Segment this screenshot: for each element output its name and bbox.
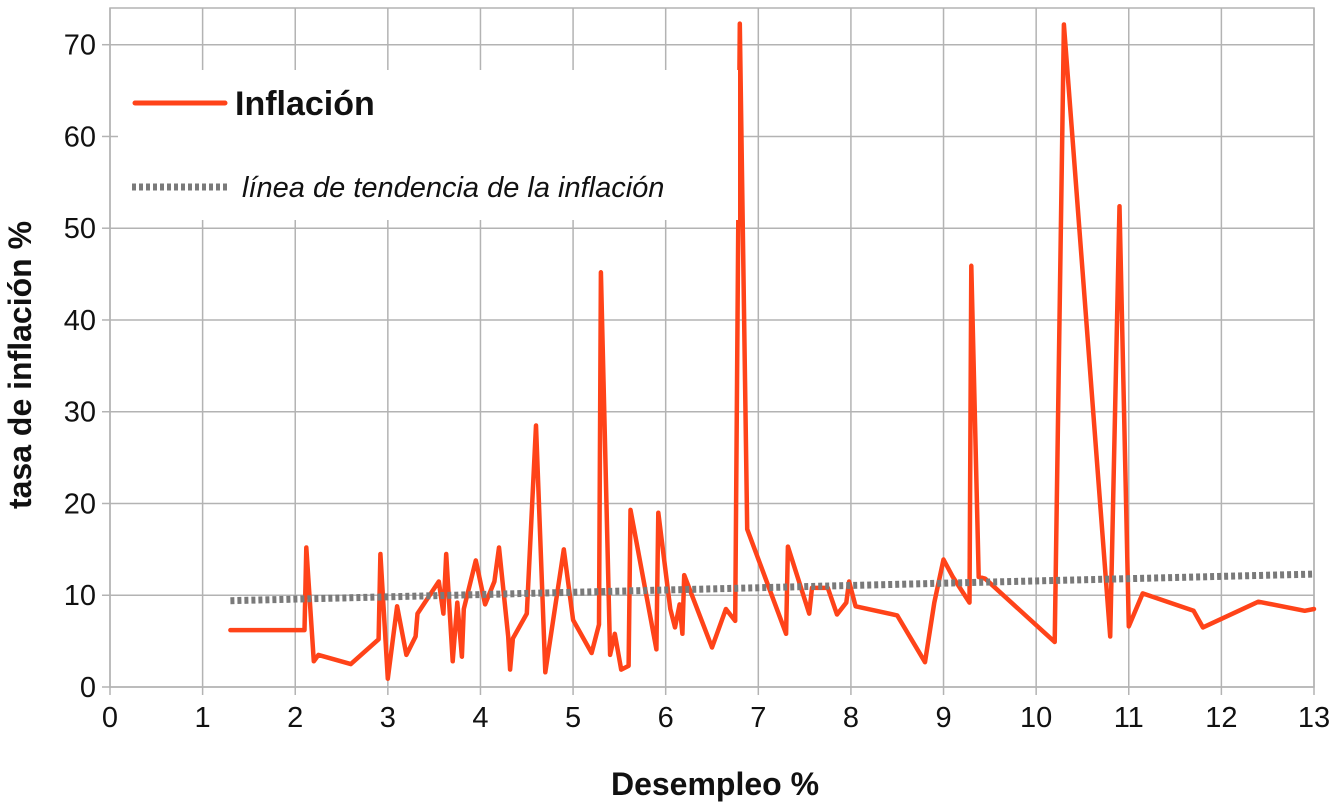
- x-tick-label: 5: [565, 702, 581, 734]
- x-axis-title: Desempleo %: [611, 766, 819, 802]
- legend-label-tendencia: línea de tendencia de la inflación: [242, 172, 664, 204]
- x-tick-label: 9: [935, 702, 951, 734]
- chart-legend: Inflación línea de tendencia de la infla…: [118, 70, 738, 220]
- y-tick-label: 20: [64, 488, 96, 520]
- x-tick-label: 7: [750, 702, 766, 734]
- x-tick-label: 0: [102, 702, 118, 734]
- legend-background: [118, 70, 738, 220]
- y-tick-label: 50: [64, 213, 96, 245]
- x-tick-label: 1: [195, 702, 211, 734]
- x-tick-label: 13: [1298, 702, 1330, 734]
- x-tick-label: 6: [658, 702, 674, 734]
- y-tick-label: 40: [64, 305, 96, 337]
- y-tick-label: 60: [64, 121, 96, 153]
- x-tick-label: 3: [380, 702, 396, 734]
- x-tick-label: 10: [1020, 702, 1052, 734]
- x-tick-label: 8: [843, 702, 859, 734]
- y-axis-title: tasa de inflación %: [2, 221, 38, 509]
- x-tick-label: 12: [1205, 702, 1237, 734]
- chart-axes: [102, 43, 1315, 695]
- y-tick-label: 0: [80, 672, 96, 704]
- x-tick-label: 2: [287, 702, 303, 734]
- x-tick-label: 4: [472, 702, 488, 734]
- legend-label-inflacion: Inflación: [235, 85, 375, 123]
- chart-series: [228, 21, 1317, 681]
- y-tick-label: 70: [64, 30, 96, 62]
- series-line-tendencia: [230, 570, 1315, 605]
- y-tick-label: 10: [64, 580, 96, 612]
- x-tick-label: 11: [1114, 702, 1144, 734]
- y-tick-label: 30: [64, 397, 96, 429]
